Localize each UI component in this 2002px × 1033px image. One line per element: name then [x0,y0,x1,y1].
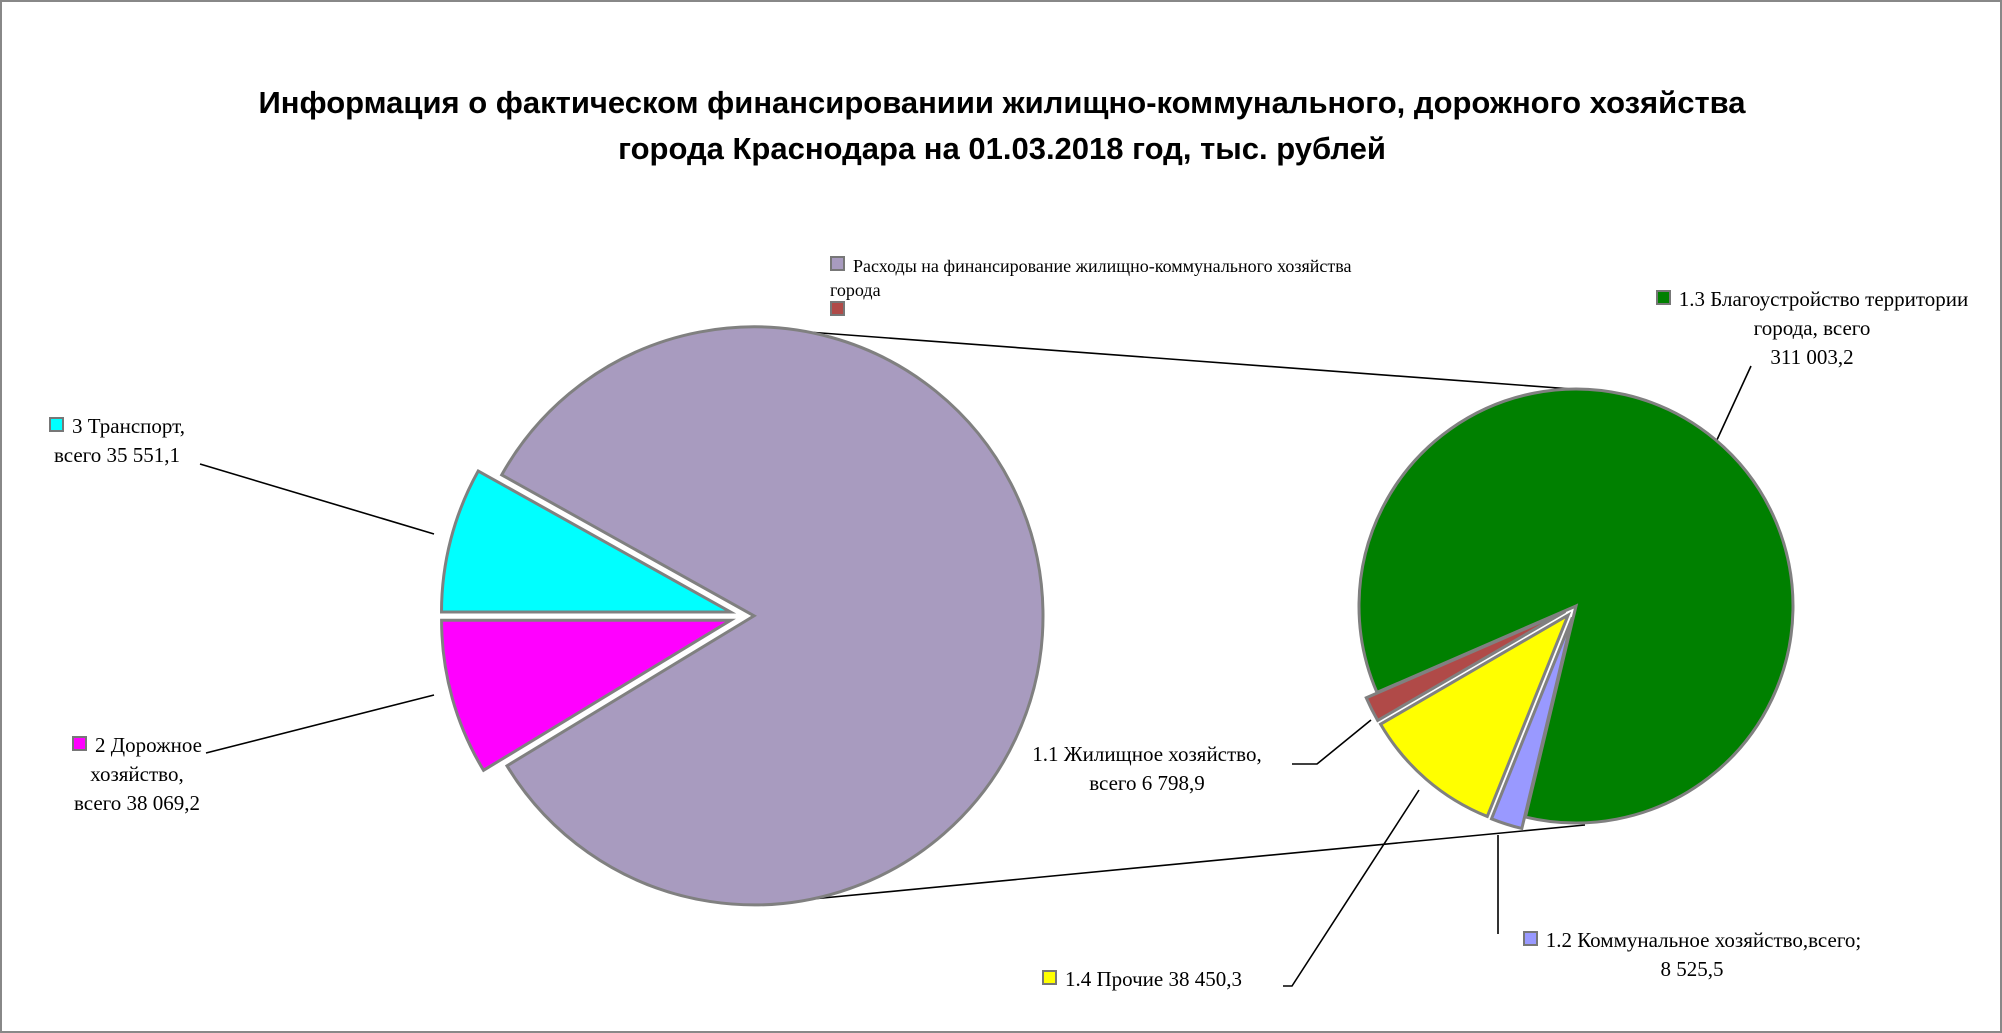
label-marker [1042,970,1057,985]
leader-line [1292,719,1372,765]
label-category: 1.1 Жилищное хозяйство, всего [1032,742,1262,795]
pie-slice [440,618,736,773]
chart-title: Информация о фактическом финансированиии… [258,85,1746,166]
label-category: 3 Транспорт, всего [53,414,185,467]
label-category: 2 Дорожное хозяйство, всего [73,733,202,815]
connector [780,329,1573,390]
pie-slice [1357,387,1795,825]
legend-marker [830,301,845,316]
data-label: 1.4 Прочие 38 450,3 [1042,965,1342,994]
data-label: 2 Дорожное хозяйство, всего 38 069,2 [42,731,232,818]
leader-line [1715,365,1752,443]
label-marker [1522,931,1538,946]
value-label: 8 525,5 [1660,957,1724,981]
value-label: 6 798,9 [1141,771,1205,795]
label-category: 1.3 Благоустройство территории города, в… [1678,287,1969,340]
data-label: 1.2 Коммунальное хозяйство,всего; 8 525,5 [1482,926,1902,984]
value-label: 38 450,3 [1168,967,1243,991]
label-category: 1.2 Коммунальное хозяйство,всего; [1545,928,1862,952]
connector [780,824,1586,903]
legend-label: Расходы на финансирование жилищно-коммун… [830,256,1352,300]
pie-slice [440,468,737,614]
leader-line [199,463,435,535]
pie-slice [1489,616,1574,831]
data-label: 3 Транспорт, всего 35 551,1 [22,412,212,470]
legend-entry [830,299,1450,323]
label-category: 1.4 Прочие [1065,967,1164,991]
leader-line [1283,789,1420,987]
leader-line [205,694,435,754]
label-marker [1655,290,1671,305]
pie-slice [1364,610,1567,723]
value-label: 38 069,2 [126,791,201,815]
pie-slice [1378,611,1572,819]
legend-marker [830,256,845,271]
legend-entry: Расходы на финансирование жилищно-коммун… [830,254,1450,302]
pie-slice [499,325,1045,907]
label-marker [49,417,65,432]
label-marker [72,736,88,751]
value-label: 311 003,2 [1770,345,1854,369]
value-label: 35 551,1 [106,443,181,467]
data-label: 1.1 Жилищное хозяйство, всего 6 798,9 [1002,740,1292,798]
data-label: 1.3 Благоустройство территории города, в… [1622,285,2000,372]
